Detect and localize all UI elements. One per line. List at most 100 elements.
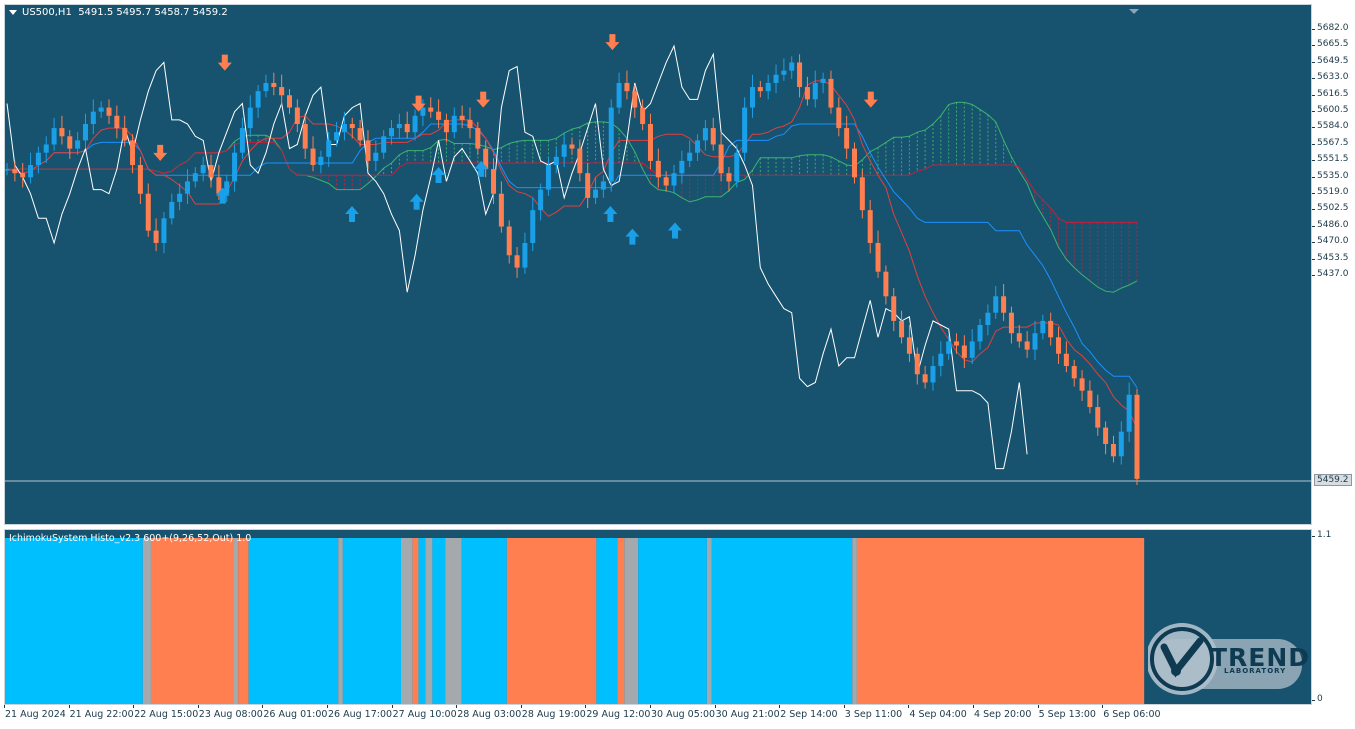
- histogram-bar: [233, 538, 239, 704]
- candle-body: [600, 181, 606, 190]
- ohlc-values: 5491.5 5495.7 5458.7 5459.2: [78, 7, 228, 18]
- chikou-span-line: [6, 44, 1028, 470]
- histogram-bar: [238, 538, 249, 704]
- candle-body: [5, 169, 10, 171]
- candle-body: [396, 123, 402, 129]
- price-axis-tick: [1312, 209, 1315, 211]
- candle-body: [569, 144, 575, 149]
- price-axis-tick: [1312, 94, 1315, 96]
- candle-body: [514, 255, 520, 268]
- time-axis-tick: [843, 705, 845, 708]
- histogram-bar: [248, 538, 339, 704]
- candle-body: [671, 173, 677, 186]
- candle-body: [522, 242, 528, 268]
- sell-arrow-icon: [605, 34, 620, 51]
- candle-body: [914, 353, 920, 375]
- candle-body: [624, 82, 630, 92]
- candle-body: [122, 128, 128, 141]
- candle-body: [1118, 431, 1124, 457]
- candle-body: [632, 91, 638, 108]
- candle-body: [1134, 394, 1140, 479]
- time-axis-tick: [133, 705, 135, 708]
- candle-body: [954, 341, 960, 346]
- chart-shift-marker-icon[interactable]: [1129, 9, 1139, 14]
- buy-arrow-icon: [625, 228, 640, 245]
- price-chart-panel[interactable]: US500,H1 5491.5 5495.7 5458.7 5459.2: [4, 4, 1312, 525]
- price-axis-label: 5567.5: [1317, 137, 1349, 148]
- price-axis-label: 5437.0: [1317, 269, 1349, 279]
- logo-subtext: LABORATORY: [1224, 667, 1287, 675]
- histogram-panel[interactable]: IchimokuSystem Histo_v2.3 600+(9,26,52,O…: [4, 529, 1312, 705]
- kumo-cloud: [234, 102, 1138, 293]
- candle-body: [436, 111, 442, 120]
- candle-body: [334, 132, 340, 141]
- candle-body: [287, 95, 292, 108]
- histogram-bar: [461, 538, 507, 704]
- candle-body: [200, 165, 206, 174]
- candle-body: [232, 152, 238, 182]
- candle-body: [294, 107, 300, 124]
- histogram-bar: [338, 538, 343, 704]
- candle-body: [404, 123, 410, 133]
- time-axis-label: 21 Aug 22:00: [69, 709, 134, 720]
- buy-arrow-icon: [345, 206, 359, 223]
- histogram-bar: [432, 538, 446, 704]
- sell-arrow-icon: [863, 91, 878, 108]
- sell-arrow-icon: [217, 54, 232, 71]
- time-axis-tick: [908, 705, 910, 708]
- candle-body: [742, 107, 748, 153]
- candle-body: [938, 353, 944, 367]
- price-axis[interactable]: 5682.0 5665.5 5649.5 5633.0 5616.5 5600.5 5584…: [1312, 4, 1355, 525]
- time-axis[interactable]: 21 Aug 2024 21 Aug 22:00 22 Aug 15:00 23 Au…: [4, 705, 1312, 729]
- time-axis-label: 26 Aug 17:00: [328, 709, 393, 720]
- candlestick-plot[interactable]: [5, 5, 1311, 524]
- candle-body: [106, 107, 112, 116]
- price-axis-tick: [1312, 275, 1315, 276]
- candle-body: [51, 128, 57, 145]
- price-axis-tick: [1312, 78, 1315, 80]
- candle-body: [35, 152, 41, 166]
- histogram-bar: [445, 538, 462, 704]
- price-axis-label: 5584.0: [1317, 121, 1349, 132]
- time-axis-tick: [197, 705, 199, 708]
- candle-body: [420, 107, 426, 116]
- candle-body: [867, 210, 873, 243]
- trend-laboratory-logo: TREND LABORATORY: [1148, 621, 1309, 697]
- candle-body: [608, 107, 614, 182]
- price-axis-tick: [1312, 160, 1315, 162]
- indicator-title: IchimokuSystem Histo_v2.3 600+(9,26,52,O…: [9, 533, 252, 544]
- chevron-down-icon[interactable]: [9, 9, 17, 15]
- candle-body: [804, 87, 810, 100]
- time-axis-tick: [1037, 705, 1039, 708]
- price-axis-tick: [1312, 127, 1315, 129]
- histogram-bar: [617, 538, 625, 704]
- candle-body: [310, 148, 316, 166]
- candle-body: [695, 140, 701, 153]
- current-price-label: 5459.2: [1314, 474, 1352, 486]
- candle-body: [130, 140, 136, 166]
- time-axis-tick: [4, 705, 5, 708]
- time-axis-tick: [520, 705, 522, 708]
- candle-body: [993, 296, 999, 313]
- time-axis-tick: [585, 705, 587, 708]
- logo-wordmark: TREND: [1210, 643, 1311, 672]
- time-axis-label: 30 Aug 05:00: [651, 709, 716, 720]
- histogram-bar: [5, 538, 143, 704]
- candle-body: [930, 366, 936, 383]
- senkou-span-b-line: [7, 141, 1137, 223]
- time-axis-label: 4 Sep 04:00: [909, 709, 967, 720]
- price-axis-tick: [1312, 111, 1315, 112]
- candle-body: [467, 119, 473, 129]
- candle-body: [585, 173, 591, 198]
- price-axis-tick: [1312, 45, 1315, 47]
- candle-body: [687, 152, 693, 161]
- candle-body: [1032, 333, 1038, 350]
- signal-arrows: [153, 34, 878, 245]
- candle-body: [710, 128, 716, 145]
- histogram-bar: [638, 538, 707, 704]
- candle-body: [98, 107, 104, 112]
- candle-body: [239, 128, 245, 153]
- candle-body: [341, 123, 347, 133]
- ichimoku-histogram: [5, 538, 1145, 704]
- buy-arrow-icon: [474, 160, 489, 177]
